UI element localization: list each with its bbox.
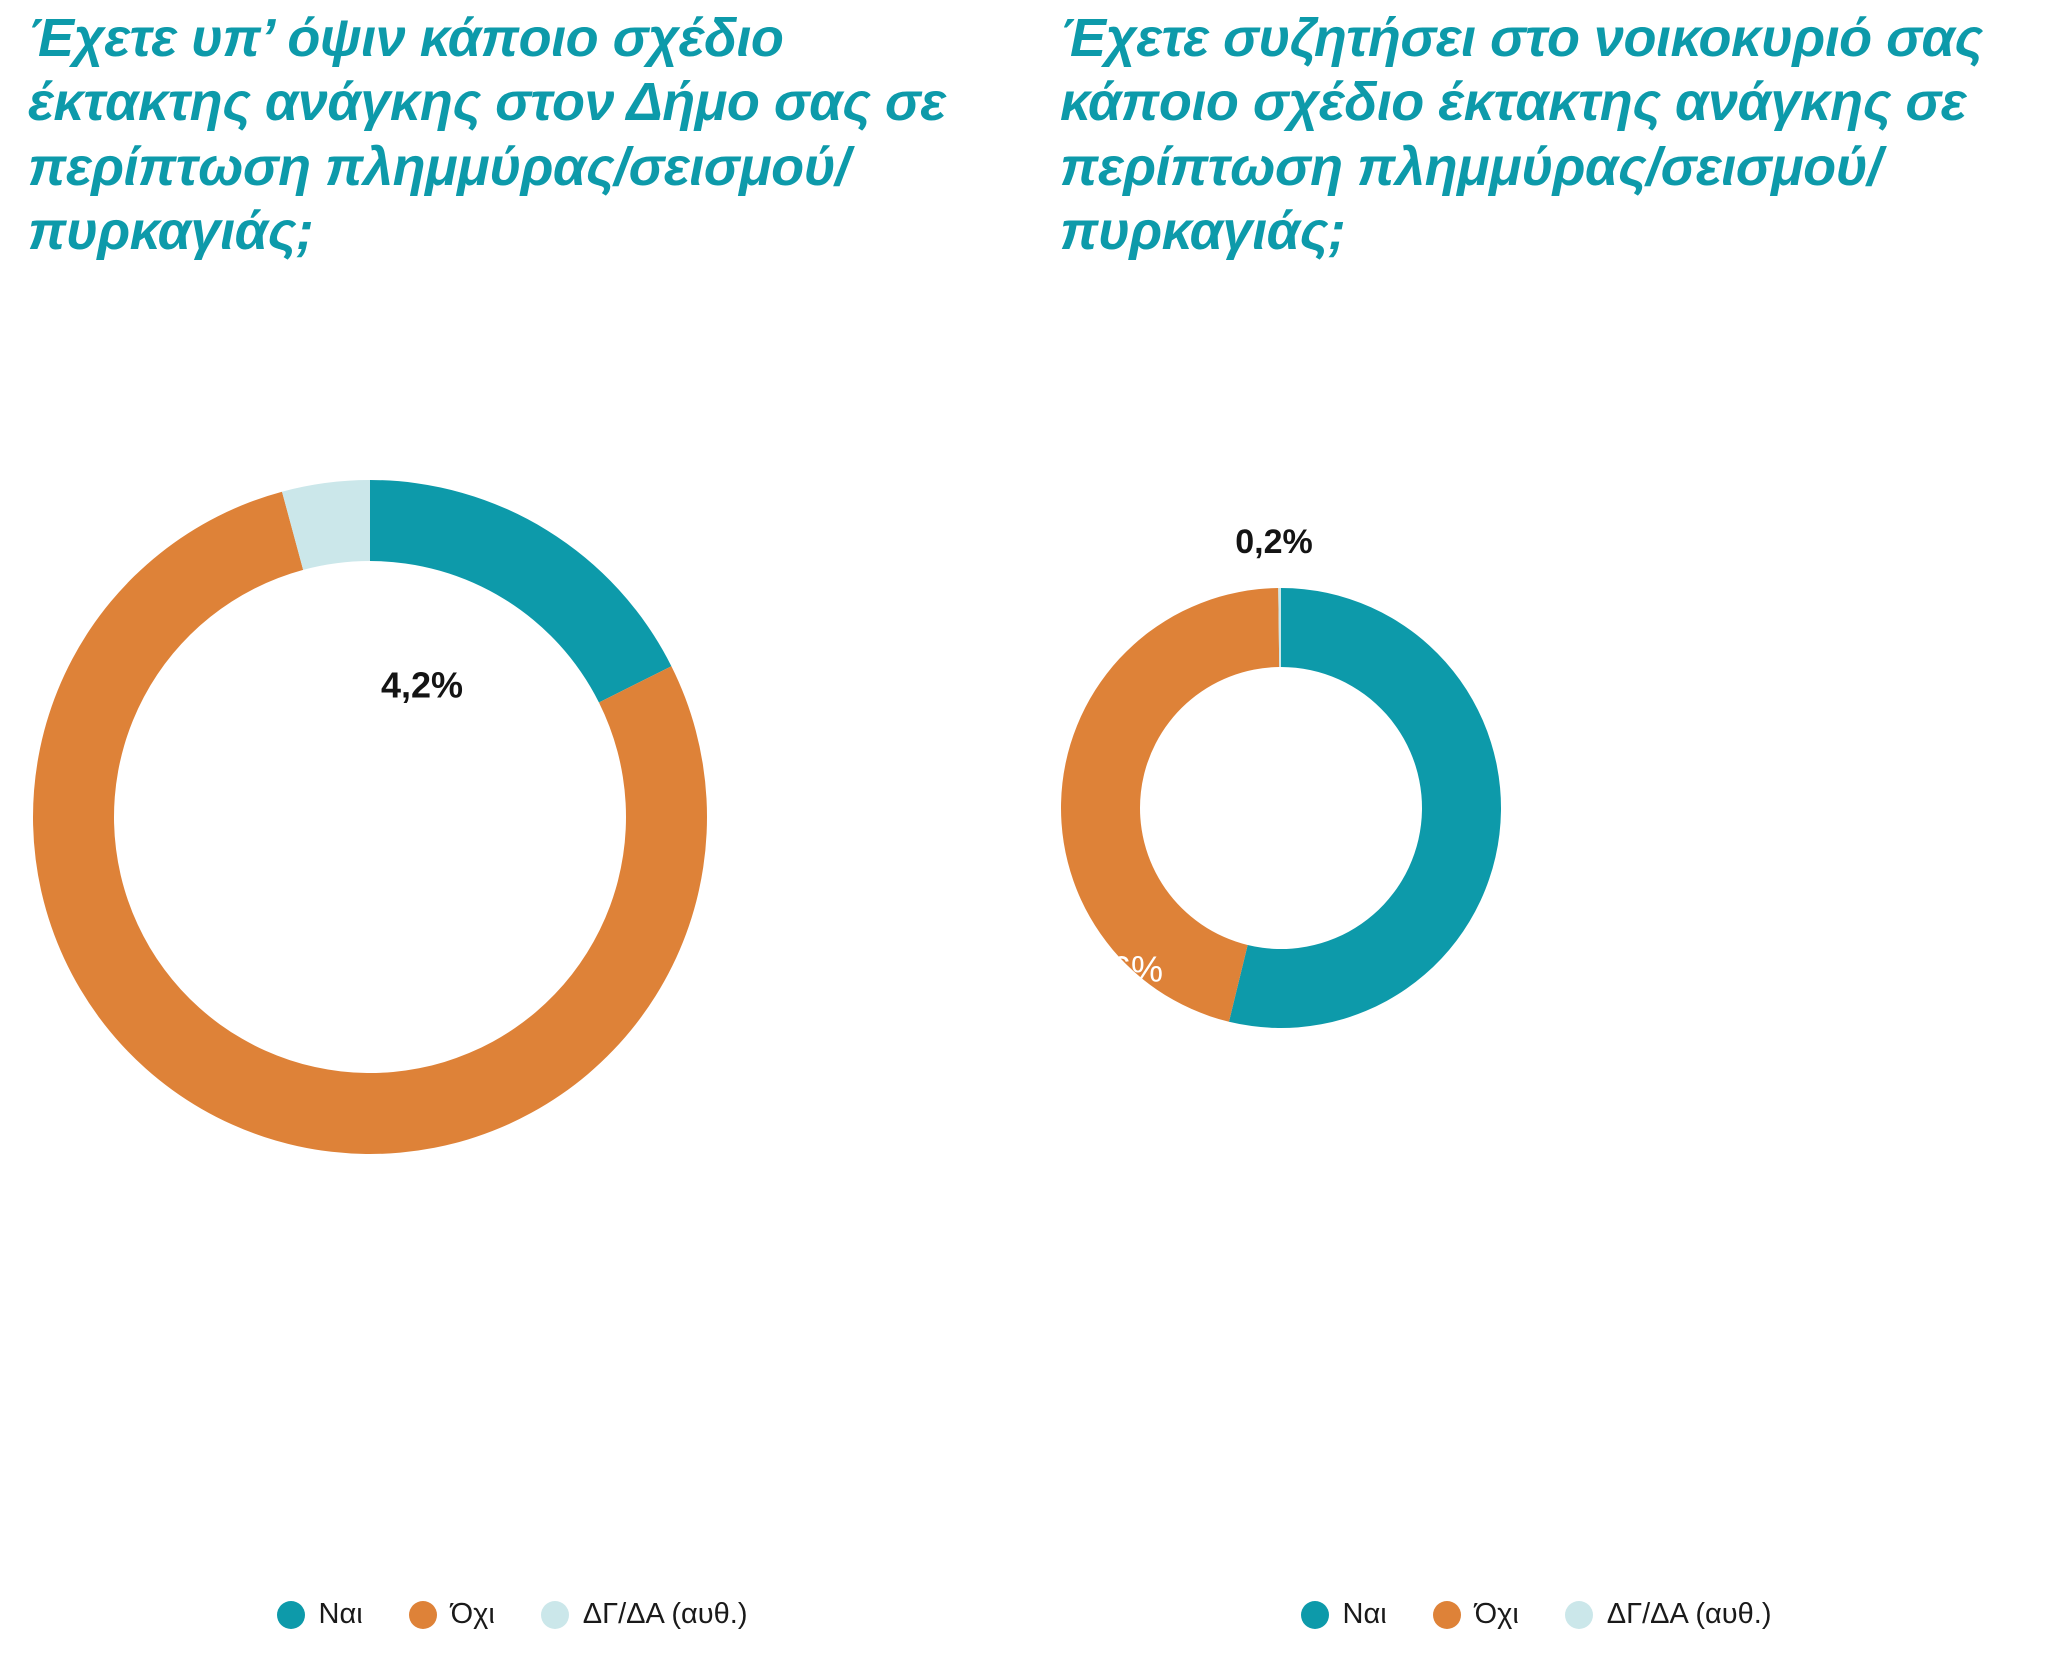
legend-label-dontknow: ΔΓ/ΔΑ (αυθ.): [1606, 1598, 1772, 1630]
legend-label-dontknow: ΔΓ/ΔΑ (αυθ.): [582, 1598, 748, 1630]
legend-swatch-yes-icon: [276, 1600, 305, 1629]
donut-slice-no[interactable]: [32, 491, 707, 1155]
slice-value-yes: 53,8%: [1383, 1034, 1485, 1075]
legend-label-no: Όχι: [450, 1598, 495, 1630]
legend-swatch-dontknow-icon: [1564, 1600, 1593, 1629]
legend-label-yes: Ναι: [318, 1598, 363, 1630]
slice-value-dontknow: 0,2%: [1235, 523, 1313, 561]
slice-value-yes: 17,6%: [507, 739, 609, 780]
legend-municipality: Ναι Όχι ΔΓ/ΔΑ (αυθ.): [0, 1598, 1024, 1631]
donut-slice-yes[interactable]: [1228, 588, 1502, 1028]
legend-label-yes: Ναι: [1342, 1598, 1387, 1630]
chart-title-household: Έχετε συζητήσει στο νοικοκυριό σας κάποι…: [1060, 8, 1983, 261]
legend-swatch-dontknow-icon: [540, 1600, 569, 1629]
chart-panel-household: Έχετε συζητήσει στο νοικοκυριό σας κάποι…: [1024, 0, 2048, 1655]
legend-swatch-yes-icon: [1300, 1600, 1329, 1629]
donut-slice-dontknow[interactable]: [1278, 588, 1281, 668]
legend-item-no[interactable]: Όχι: [408, 1598, 495, 1631]
slice-value-no: 78,1%: [239, 1359, 341, 1400]
legend-label-no: Όχι: [1474, 1598, 1519, 1630]
legend-swatch-no-icon: [1432, 1600, 1461, 1629]
donut-slice-no[interactable]: [1061, 588, 1280, 1022]
legend-household: Ναι Όχι ΔΓ/ΔΑ (αυθ.): [1024, 1598, 2048, 1631]
legend-item-yes[interactable]: Ναι: [276, 1598, 363, 1631]
legend-swatch-no-icon: [408, 1600, 437, 1629]
legend-item-no[interactable]: Όχι: [1432, 1598, 1519, 1631]
legend-item-dontknow[interactable]: ΔΓ/ΔΑ (αυθ.): [1564, 1598, 1772, 1631]
chart-panel-municipality: Έχετε υπ’ όψιν κάποιο σχέδιο έκτακτης αν…: [0, 8, 1024, 1631]
slice-value-dontknow: 4,2%: [381, 665, 463, 706]
donut-slice-dontknow[interactable]: [282, 480, 370, 570]
legend-item-yes[interactable]: Ναι: [1300, 1598, 1387, 1631]
legend-item-dontknow[interactable]: ΔΓ/ΔΑ (αυθ.): [540, 1598, 748, 1631]
chart-title-municipality: Έχετε υπ’ όψιν κάποιο σχέδιο έκτακτης αν…: [28, 8, 946, 261]
donut-slice-yes[interactable]: [370, 480, 672, 703]
slice-value-no: 46%: [1091, 949, 1163, 990]
